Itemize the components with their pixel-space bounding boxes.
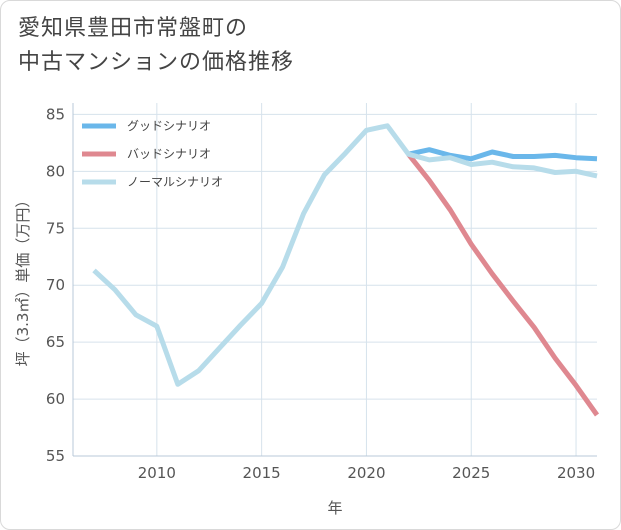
x-tick-label: 2030 bbox=[557, 464, 595, 482]
chart-title-line2: 中古マンションの価格推移 bbox=[18, 50, 295, 75]
x-tick-label: 2015 bbox=[243, 464, 281, 482]
series-line-good bbox=[407, 147, 598, 162]
y-tick-label: 70 bbox=[46, 276, 65, 294]
x-tick-label: 2010 bbox=[138, 464, 176, 482]
x-axis-label: 年 bbox=[327, 499, 342, 517]
chart-title: 愛知県豊田市常盤町の 中古マンションの価格推移 bbox=[18, 12, 438, 80]
legend-label-bad: バッドシナリオ bbox=[127, 147, 211, 161]
legend-label-good: グッドシナリオ bbox=[127, 119, 211, 133]
x-tick-label: 2025 bbox=[452, 464, 490, 482]
series-lines bbox=[92, 123, 600, 417]
y-tick-label: 60 bbox=[46, 390, 65, 408]
legend-label-normal: ノーマルシナリオ bbox=[127, 175, 223, 189]
chart-title-line1: 愛知県豊田市常盤町の bbox=[18, 16, 249, 41]
y-tick-label: 85 bbox=[46, 105, 65, 123]
y-tick-label: 80 bbox=[46, 162, 65, 180]
series-line-bad bbox=[406, 152, 600, 417]
y-tick-label: 75 bbox=[46, 219, 65, 237]
y-tick-label: 55 bbox=[46, 447, 65, 465]
axes bbox=[72, 103, 597, 457]
y-axis-label: 坪（3.3㎡）単価（万円） bbox=[14, 193, 32, 367]
y-tick-label: 65 bbox=[46, 333, 65, 351]
tick-labels: 55 60 65 70 75 80 85 2010 2015 2020 2025 2030 bbox=[46, 105, 595, 482]
series-line-normal bbox=[92, 123, 598, 387]
x-tick-label: 2020 bbox=[347, 464, 385, 482]
